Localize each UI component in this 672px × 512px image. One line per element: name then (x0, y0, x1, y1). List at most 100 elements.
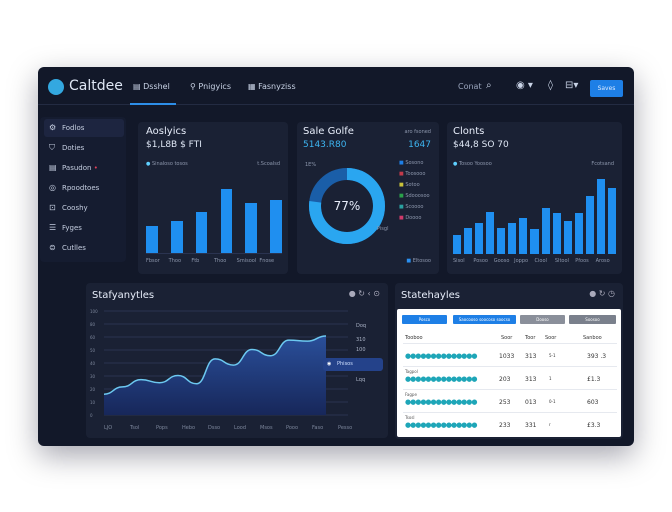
analytics-card: Aoslyics $1,L8B $ FTI ● Sinaloso tosos t… (138, 122, 288, 274)
nav-analytics[interactable]: ⚲ Pnigyics (190, 82, 231, 91)
progress-dots: ●●●●●●●●●●●●●● (405, 398, 478, 406)
settings-icon[interactable]: ⊙ (373, 289, 380, 298)
header: Caltdee ▤ Dsshel ⚲ Pnigyics ▦ Fasnyziss … (38, 67, 634, 105)
save-button[interactable]: Saves (590, 80, 623, 97)
bar (530, 228, 539, 254)
document-icon: ▤ (49, 163, 57, 172)
list-icon: ☰ (49, 223, 57, 232)
sidebar-item[interactable]: ◎ Rpoodtoes (44, 179, 124, 197)
nav-reports[interactable]: ▦ Fasnyziss (248, 82, 296, 91)
table-row[interactable]: Fagpe ●●●●●●●●●●●●●● 253 013 0-1 603 (403, 389, 617, 412)
clients-card: Clonts $44,8 SO 70 ● Tosoo Yoosoo Fcotsa… (447, 122, 622, 274)
x-tick-label: Tsol (129, 425, 139, 431)
circle-icon[interactable]: ● (589, 289, 597, 298)
y-tick-label: 20 (90, 387, 96, 392)
legend: ● Tosoo Yoosoo (453, 161, 492, 167)
donut-center-label: 77% (334, 199, 361, 213)
x-tick-label: Sisol (453, 258, 465, 264)
bar (508, 223, 517, 254)
x-tick-label: Ftb (191, 258, 200, 264)
right-label: 310 (356, 337, 366, 343)
nav-dashboard[interactable]: ▤ Dsshel (133, 82, 170, 91)
right-label: 100 (356, 347, 366, 353)
refresh-icon[interactable]: ↻ (598, 289, 606, 298)
x-tick-label: Pooo (286, 425, 298, 431)
sidebar-item[interactable]: ⚙ Fodlos (44, 119, 124, 137)
sidebar-item[interactable]: ⛉ Doties (44, 139, 124, 157)
progress-dots: ●●●●●●●●●●●●●● (405, 421, 478, 429)
card-title: Sale Golfe (303, 126, 354, 137)
card-actions: ● ↻ ◷ (589, 289, 615, 298)
bar (563, 220, 572, 254)
back-icon[interactable]: ‹ (367, 289, 371, 298)
y-tick-label: 10 (90, 400, 96, 405)
search-icon[interactable]: ⌕ (486, 80, 492, 91)
right-label: Lqq (356, 377, 365, 383)
x-tick-label: Faso (312, 425, 323, 431)
tooltip: ◉ Phisos (323, 358, 383, 371)
right-label: Doq (356, 323, 366, 329)
row-label: Tsosl (405, 415, 415, 420)
y-tick-label: 30 (90, 374, 96, 379)
bar (475, 223, 484, 254)
progress-dots: ●●●●●●●●●●●●●● (405, 375, 478, 383)
progress-dots: ●●●●●●●●●●●●●● (405, 352, 478, 360)
row-label: Tagpol (405, 369, 418, 374)
refresh-icon[interactable]: ↻ (358, 289, 365, 298)
x-tick-label: Ciool (534, 258, 547, 264)
legend-item: ■ Scoooo (399, 204, 424, 210)
sidebar-item[interactable]: ▤ Pasudon • (44, 159, 124, 177)
card-value-2: 1647 (408, 140, 431, 150)
card-value: 5143.R80 (303, 140, 347, 150)
legend-item: ■ Doooo (399, 215, 422, 221)
filter-pill[interactable]: Saocooso soocoso soocso (453, 315, 516, 324)
x-tick-label: Pesso (338, 425, 352, 431)
x-tick-label: Pops (156, 425, 168, 431)
filter-pill[interactable]: Posco (402, 315, 447, 324)
bar (220, 189, 233, 253)
x-tick-label: Joppo (514, 258, 529, 264)
active-tab-indicator (130, 103, 176, 105)
series-line (103, 335, 327, 395)
sidebar: ⚙ Fodlos ⛉ Doties ▤ Pasudon • ◎ Rpoodtoes ⊡ C… (40, 117, 126, 262)
y-tick-label: 60 (90, 335, 96, 340)
x-tick-label: Fnose (259, 258, 275, 264)
logo-icon (48, 79, 64, 95)
user-menu-icon[interactable]: ⊟▾ (565, 80, 579, 91)
bag-icon: ⊡ (49, 203, 56, 212)
bar (596, 179, 605, 254)
table-card: Statehayles ● ↻ ◷ Posco Saocooso soocoso… (395, 283, 623, 439)
gear-icon: ⚙ (49, 123, 57, 132)
note: aro fsoned (404, 129, 431, 135)
globe-icon[interactable]: ◉ ▾ (516, 80, 533, 91)
clients-bar-chart (453, 176, 616, 254)
filter-pill[interactable]: Dooso (520, 315, 565, 324)
row-label: Fagpe (405, 392, 417, 397)
table-row[interactable]: ●●●●●●●●●●●●●● 1033 313 5-1 393 .3 (403, 343, 617, 366)
bell-icon[interactable]: ◊ (548, 80, 553, 91)
sales-legend: ■ Sosono ■ Toosooo ■ Sotoo ■ Sdooosoo ■ Scoo… (399, 160, 430, 226)
clock-icon[interactable]: ◷ (608, 289, 615, 298)
label: 1E% (305, 162, 317, 168)
y-tick-label: 100 (90, 309, 98, 314)
sidebar-item[interactable]: ⊡ Cooshy (44, 199, 124, 217)
bar (453, 235, 462, 254)
badge-dot: • (93, 164, 98, 172)
table-row[interactable]: Tsosl ●●●●●●●●●●●●●● 233 331 r £3.3 (403, 412, 617, 435)
bar (146, 225, 158, 253)
filter-pill[interactable]: Soosoo (569, 315, 616, 324)
card-title: Statehayles (401, 290, 460, 301)
sidebar-item[interactable]: ☰ Fyges (44, 219, 124, 237)
dashboard-window: Caltdee ▤ Dsshel ⚲ Pnigyics ▦ Fasnyziss … (38, 67, 634, 446)
x-tick-label: Msos (260, 425, 273, 431)
user-icon: ◎ (49, 183, 56, 192)
bar (497, 227, 506, 254)
x-tick-label: Posoo (473, 258, 488, 264)
sidebar-item[interactable]: ⊜ Cutlles (44, 239, 124, 257)
table-row[interactable]: Tagpol ●●●●●●●●●●●●●● 203 313 1 £1.3 (403, 366, 617, 389)
legend-item: ■ Sotoo (399, 182, 420, 188)
circle-icon[interactable]: ● (348, 289, 356, 298)
x-tick-label: Sltool (554, 258, 569, 264)
donut-slice (309, 168, 385, 244)
